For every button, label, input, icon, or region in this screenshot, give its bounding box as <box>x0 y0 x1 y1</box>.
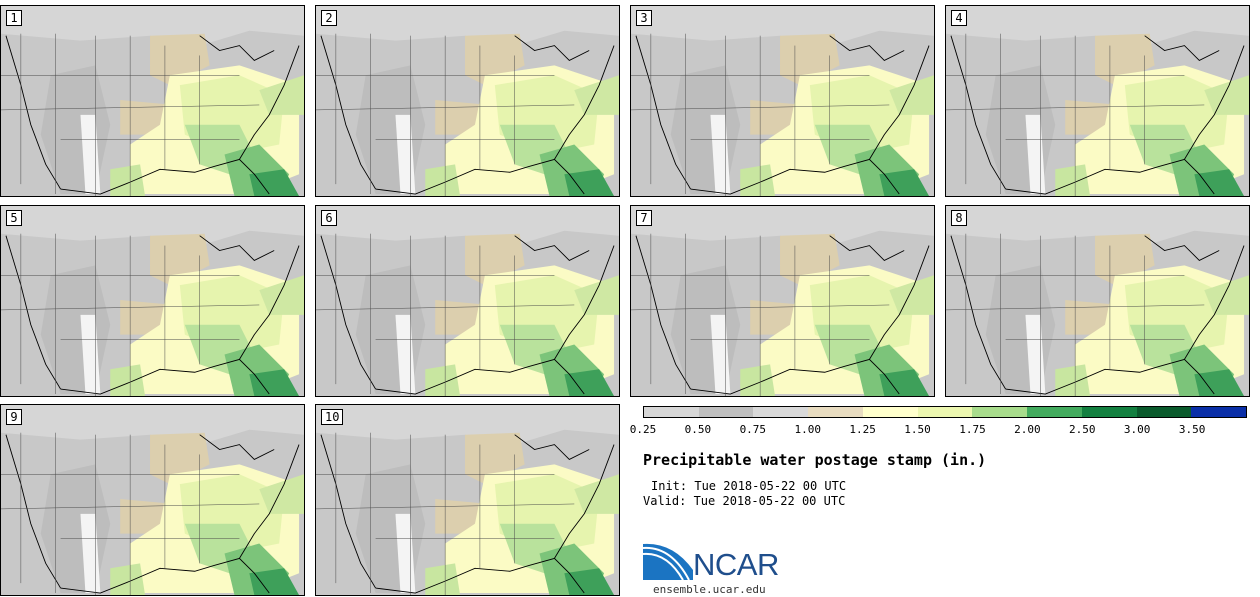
panel-number: 8 <box>951 210 967 226</box>
panel-number: 4 <box>951 10 967 26</box>
colorbar-segment <box>1191 407 1247 417</box>
valid-time: Valid: Tue 2018-05-22 00 UTC <box>643 494 846 508</box>
panel-number: 1 <box>6 10 22 26</box>
colorbar-segment <box>972 407 1028 417</box>
ncar-logo-icon <box>643 543 693 581</box>
colorbar-label: 0.75 <box>739 423 767 436</box>
panel-number: 6 <box>321 210 337 226</box>
map-panel-8: 8 <box>945 205 1250 397</box>
colorbar-segment <box>753 407 809 417</box>
colorbar <box>643 406 1247 418</box>
colorbar-segment <box>1081 407 1137 417</box>
colorbar-segment <box>1136 407 1192 417</box>
panel-number: 2 <box>321 10 337 26</box>
init-time: Init: Tue 2018-05-22 00 UTC <box>651 479 847 493</box>
panel-number: 9 <box>6 409 22 425</box>
colorbar-label: 0.50 <box>684 423 712 436</box>
colorbar-segment <box>698 407 754 417</box>
colorbar-label: 3.50 <box>1178 423 1206 436</box>
map-panel-4: 4 <box>945 5 1250 197</box>
panel-number: 10 <box>321 409 344 425</box>
logo-text: NCAR <box>693 547 779 582</box>
colorbar-segment <box>917 407 973 417</box>
map-panel-7: 7 <box>630 205 935 397</box>
map-panel-9: 9 <box>0 404 305 596</box>
colorbar-label: 1.00 <box>794 423 821 436</box>
colorbar-label: 1.75 <box>959 423 986 436</box>
map-panel-6: 6 <box>315 205 620 397</box>
colorbar-labels: 0.25 0.50 0.75 1.00 1.25 1.50 1.75 2.00 2.50 3.00… <box>630 424 1250 438</box>
colorbar-segment <box>644 407 699 417</box>
colorbar-label: 1.25 <box>849 423 876 436</box>
colorbar-label: 0.25 <box>629 423 657 436</box>
plot-title: Precipitable water postage stamp (in.) <box>643 451 987 469</box>
panel-number: 7 <box>636 210 652 226</box>
panel-number: 3 <box>636 10 652 26</box>
colorbar-segment <box>808 407 863 417</box>
map-panel-5: 5 <box>0 205 305 397</box>
map-panel-10: 10 <box>315 404 620 596</box>
colorbar-label: 2.00 <box>1014 423 1041 436</box>
colorbar-label: 2.50 <box>1069 423 1096 436</box>
colorbar-label: 1.50 <box>904 423 931 436</box>
colorbar-segment <box>1027 407 1082 417</box>
map-panel-2: 2 <box>315 5 620 197</box>
colorbar-segment <box>862 407 918 417</box>
panel-number: 5 <box>6 210 22 226</box>
map-panel-3: 3 <box>630 5 935 197</box>
map-panel-1: 1 <box>0 5 305 197</box>
site-url: ensemble.ucar.edu <box>653 583 766 596</box>
colorbar-label: 3.00 <box>1123 423 1151 436</box>
